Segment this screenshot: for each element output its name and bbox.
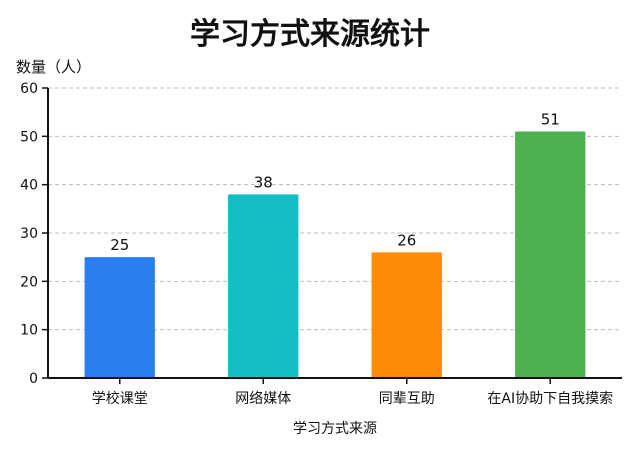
- y-axis-ticks: 0 10 20 30 40 50 60: [20, 81, 48, 387]
- y-axis-label: 数量（人）: [16, 58, 91, 76]
- bar: [228, 194, 299, 378]
- y-tick-label: 50: [20, 129, 38, 145]
- y-tick-label: 0: [29, 371, 38, 387]
- x-tick-label: 学校课堂: [92, 390, 148, 407]
- x-axis-label: 学习方式来源: [293, 421, 377, 437]
- y-tick-label: 10: [20, 323, 38, 339]
- x-tick-label: 网络媒体: [235, 391, 291, 407]
- bar-value-label: 51: [541, 111, 560, 129]
- x-axis-ticks: 学校课堂 网络媒体 同辈互助 在AI协助下自我摸索: [92, 378, 613, 407]
- y-tick-label: 30: [20, 226, 38, 242]
- y-tick-label: 20: [20, 274, 38, 290]
- bar-value-label: 38: [254, 173, 273, 191]
- bar: [371, 252, 442, 378]
- bars: 25 38 26 51: [84, 111, 586, 378]
- x-tick-label: 同辈互助: [379, 391, 435, 407]
- bar: [515, 131, 586, 378]
- y-tick-label: 60: [20, 81, 38, 97]
- bar-value-label: 25: [110, 236, 129, 254]
- bar-value-label: 26: [397, 231, 416, 249]
- y-tick-label: 40: [20, 178, 38, 194]
- bar: [84, 257, 155, 378]
- chart-title: 学习方式来源统计: [190, 17, 430, 52]
- x-tick-label: 在AI协助下自我摸索: [487, 390, 613, 407]
